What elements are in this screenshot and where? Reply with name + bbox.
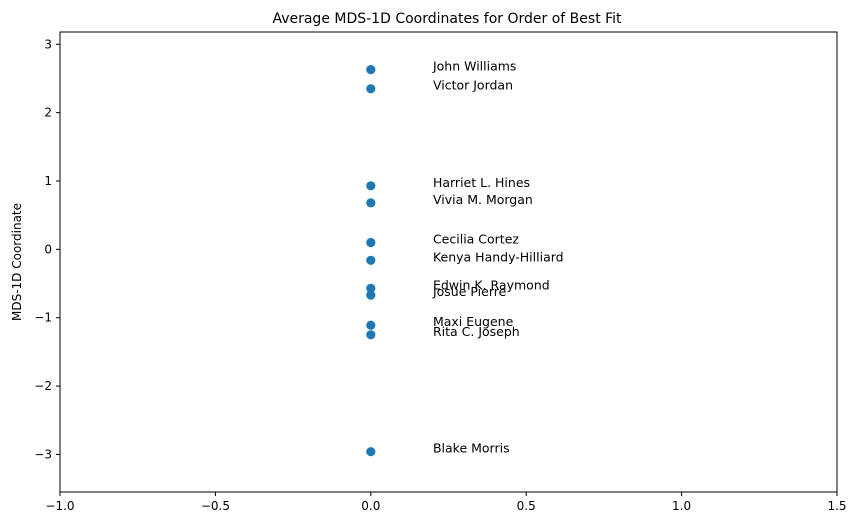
x-axis: −1.0 −0.5 0.0 0.5 1.0 1.5 xyxy=(45,492,847,513)
data-point-label: Harriet L. Hines xyxy=(433,175,530,190)
data-point xyxy=(366,447,376,457)
y-tick-label: 3 xyxy=(44,37,52,51)
y-tick-label: −2 xyxy=(34,379,52,393)
x-tick-label: −0.5 xyxy=(201,499,230,513)
data-point xyxy=(366,255,376,265)
chart-title: Average MDS-1D Coordinates for Order of … xyxy=(272,11,622,27)
y-tick-label: −3 xyxy=(34,447,52,461)
data-point xyxy=(366,330,376,340)
data-point xyxy=(366,84,376,94)
y-tick-label: 1 xyxy=(44,174,52,188)
data-point xyxy=(366,237,376,248)
data-point-label: Vivia M. Morgan xyxy=(433,192,533,207)
data-point-label: Maxi Eugene xyxy=(433,314,514,329)
data-point-label: Victor Jordan xyxy=(433,78,513,93)
data-point-label: Cecilia Cortez xyxy=(433,232,519,247)
data-point-label: Kenya Handy-Hilliard xyxy=(433,249,564,264)
x-tick-label: 1.0 xyxy=(672,499,691,513)
plot-frame xyxy=(59,31,838,493)
data-point-label: Blake Morris xyxy=(433,441,510,456)
data-points xyxy=(366,64,376,457)
y-axis-label: MDS-1D Coordinate xyxy=(10,203,24,321)
data-point xyxy=(366,181,376,191)
data-point-label: Edwin K. Raymond xyxy=(433,277,550,292)
x-tick-label: 0.0 xyxy=(361,499,380,513)
data-point xyxy=(366,64,376,75)
y-tick-label: 2 xyxy=(44,106,52,120)
y-tick-label: −1 xyxy=(34,311,52,325)
data-point xyxy=(366,198,376,208)
data-point-label: Josue Pierre xyxy=(432,284,507,299)
x-tick-label: 1.5 xyxy=(827,499,846,513)
data-point-label: Rita C. Joseph xyxy=(433,324,520,339)
y-axis: −3 −2 −1 0 1 2 3 xyxy=(34,37,60,461)
data-point xyxy=(366,283,376,293)
point-labels: John Williams Victor Jordan Harriet L. Hin… xyxy=(432,59,564,456)
data-point xyxy=(366,320,376,330)
x-tick-label: −1.0 xyxy=(45,499,74,513)
x-tick-label: 0.5 xyxy=(517,499,536,513)
y-tick-label: 0 xyxy=(44,242,52,256)
data-point xyxy=(366,290,376,300)
data-point-label: John Williams xyxy=(432,59,516,74)
